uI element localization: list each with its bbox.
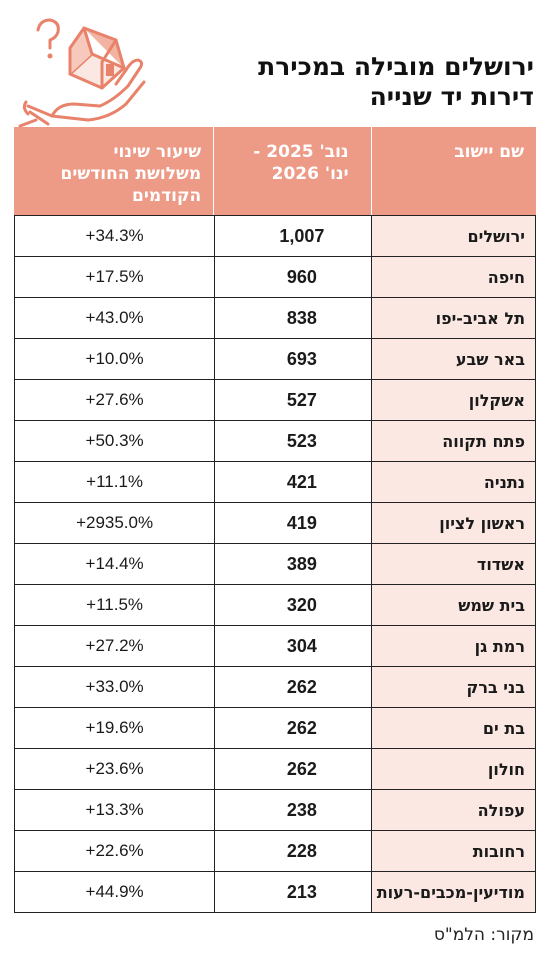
table-row: מודיעין-מכבים-רעות 213 +44.9% <box>15 871 535 912</box>
city-name: אשקלון <box>370 380 535 420</box>
sales-count: 304 <box>214 626 370 666</box>
table-row: פתח תקווה 523 +50.3% <box>15 420 535 461</box>
change-rate: +34.3% <box>85 226 144 245</box>
header-change-line-1: שיעור שינוי <box>113 142 202 162</box>
table-row: רמת גן 304 +27.2% <box>15 625 535 666</box>
change-rate: +27.2% <box>85 636 144 655</box>
sales-count: 238 <box>214 790 370 830</box>
change-rate: +27.6% <box>85 390 144 409</box>
table-row: בני ברק 262 +33.0% <box>15 666 535 707</box>
change-rate: +17.5% <box>85 267 144 286</box>
table-row: אשדוד 389 +14.4% <box>15 543 535 584</box>
table-row: אשקלון 527 +27.6% <box>15 379 535 420</box>
city-name: מודיעין-מכבים-רעות <box>370 872 535 912</box>
house-in-hand-icon <box>18 18 146 128</box>
title-line-2: דירות יד שנייה <box>369 82 534 111</box>
change-rate: +2935.0% <box>76 513 154 532</box>
sales-count: 960 <box>214 257 370 297</box>
city-name: חיפה <box>370 257 535 297</box>
sales-count: 262 <box>214 749 370 789</box>
change-rate: +14.4% <box>85 554 144 573</box>
change-rate: +19.6% <box>85 718 144 737</box>
sales-count: 213 <box>214 872 370 912</box>
table-row: חולון 262 +23.6% <box>15 748 535 789</box>
city-name: חולון <box>370 749 535 789</box>
change-rate: +13.3% <box>85 800 144 819</box>
table-row: ראשון לציון 419 +2935.0% <box>15 502 535 543</box>
sales-count: 523 <box>214 421 370 461</box>
city-name: נתניה <box>370 462 535 502</box>
table-row: בת ים 262 +19.6% <box>15 707 535 748</box>
header-period-line-1: נוב' 2025 - <box>253 142 349 162</box>
table-header: שם יישוב נוב' 2025 - ינו' 2026 שיעור שינ… <box>14 127 536 215</box>
city-name: פתח תקווה <box>370 421 535 461</box>
change-rate: +33.0% <box>85 677 144 696</box>
sales-count: 228 <box>214 831 370 871</box>
table-row: עפולה 238 +13.3% <box>15 789 535 830</box>
header-name: שם יישוב <box>454 142 524 162</box>
sales-count: 838 <box>214 298 370 338</box>
city-name: בת ים <box>370 708 535 748</box>
sales-count: 421 <box>214 462 370 502</box>
header-change: שיעור שינוי משלושת החודשים הקודמים <box>14 127 213 215</box>
source-note: מקור: הלמ"ס <box>433 925 534 945</box>
table-row: נתניה 421 +11.1% <box>15 461 535 502</box>
city-name: תל אביב-יפו <box>370 298 535 338</box>
sales-count: 1,007 <box>214 216 370 256</box>
header-change-line-3: הקודמים <box>132 186 202 206</box>
table-row: רחובות 228 +22.6% <box>15 830 535 871</box>
city-name: בני ברק <box>370 667 535 707</box>
table-row: באר שבע 693 +10.0% <box>15 338 535 379</box>
city-name: רמת גן <box>370 626 535 666</box>
change-rate: +50.3% <box>85 431 144 450</box>
sales-count: 527 <box>214 380 370 420</box>
header-change-line-2: משלושת החודשים <box>60 164 202 184</box>
table-row: בית שמש 320 +11.5% <box>15 584 535 625</box>
header-period-line-2: ינו' 2026 <box>271 164 349 184</box>
header-period: נוב' 2025 - ינו' 2026 <box>214 127 370 215</box>
header-divider <box>213 127 215 215</box>
change-rate: +22.6% <box>85 841 144 860</box>
city-name: אשדוד <box>370 544 535 584</box>
data-table: שם יישוב נוב' 2025 - ינו' 2026 שיעור שינ… <box>14 127 536 913</box>
change-rate: +11.5% <box>86 595 144 614</box>
city-name: בית שמש <box>370 585 535 625</box>
city-name: רחובות <box>370 831 535 871</box>
change-rate: +11.1% <box>86 472 144 491</box>
sales-count: 693 <box>214 339 370 379</box>
city-name: ירושלים <box>370 216 535 256</box>
table-row: ירושלים 1,007 +34.3% <box>15 215 535 256</box>
sales-count: 262 <box>214 708 370 748</box>
change-rate: +43.0% <box>85 308 144 327</box>
sales-count: 389 <box>214 544 370 584</box>
table-row: תל אביב-יפו 838 +43.0% <box>15 297 535 338</box>
change-rate: +10.0% <box>85 349 144 368</box>
city-name: ראשון לציון <box>370 503 535 543</box>
change-rate: +44.9% <box>85 882 144 901</box>
sales-count: 262 <box>214 667 370 707</box>
header-divider <box>370 127 372 215</box>
title-line-1: ירושלים מובילה במכירת <box>258 52 534 81</box>
sales-count: 320 <box>214 585 370 625</box>
city-name: עפולה <box>370 790 535 830</box>
page-title: ירושלים מובילה במכירת דירות יד שנייה <box>214 52 534 112</box>
table-body: ירושלים 1,007 +34.3% חיפה 960 +17.5% תל … <box>14 215 536 913</box>
sales-count: 419 <box>214 503 370 543</box>
change-rate: +23.6% <box>85 759 144 778</box>
table-row: חיפה 960 +17.5% <box>15 256 535 297</box>
city-name: באר שבע <box>370 339 535 379</box>
